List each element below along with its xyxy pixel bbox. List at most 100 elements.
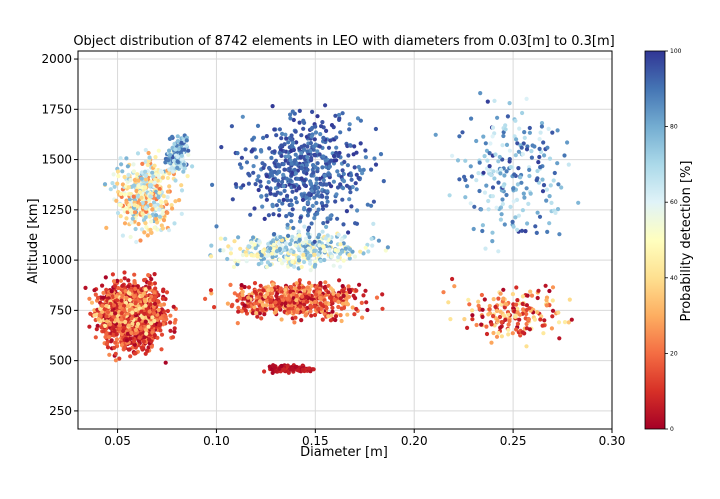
- data-point: [112, 184, 117, 189]
- data-point: [101, 290, 106, 295]
- data-point: [479, 322, 484, 327]
- data-point: [474, 178, 479, 183]
- data-point: [258, 179, 263, 184]
- data-point: [320, 317, 325, 322]
- data-point: [357, 282, 362, 287]
- data-point: [149, 344, 154, 349]
- y-tick-label: 750: [49, 303, 72, 317]
- data-point: [335, 169, 340, 174]
- chart-title: Object distribution of 8742 elements in …: [73, 34, 614, 49]
- data-point: [356, 175, 361, 181]
- data-point: [313, 299, 318, 304]
- data-point: [314, 181, 319, 186]
- data-point: [345, 301, 350, 306]
- data-point: [296, 229, 301, 234]
- data-point: [168, 320, 173, 325]
- data-point: [487, 303, 492, 309]
- data-point: [347, 247, 353, 252]
- data-point: [133, 226, 138, 232]
- data-point: [358, 118, 363, 123]
- data-point: [322, 257, 327, 263]
- data-point: [522, 135, 527, 140]
- data-point: [323, 280, 328, 285]
- data-point: [179, 183, 184, 188]
- data-point: [246, 285, 252, 290]
- data-point: [297, 108, 302, 113]
- data-point: [294, 293, 299, 298]
- data-point: [316, 252, 321, 257]
- data-point: [291, 140, 296, 146]
- data-point: [496, 330, 501, 336]
- data-point: [111, 314, 116, 319]
- data-point: [323, 236, 328, 241]
- data-point: [380, 292, 385, 297]
- data-point: [482, 190, 488, 195]
- data-point: [210, 182, 215, 187]
- plot-area: [77, 50, 613, 430]
- data-point: [184, 138, 189, 143]
- data-point: [274, 203, 279, 208]
- data-point: [107, 335, 112, 340]
- data-point: [373, 162, 379, 167]
- data-point: [203, 296, 208, 301]
- data-point: [290, 189, 295, 194]
- data-point: [317, 243, 322, 248]
- data-point: [139, 227, 145, 232]
- data-point: [256, 174, 261, 179]
- data-point: [549, 200, 554, 205]
- data-point: [484, 331, 490, 337]
- data-point: [111, 279, 117, 284]
- data-point: [252, 242, 257, 247]
- data-point: [532, 317, 538, 322]
- data-point: [228, 251, 233, 256]
- data-point: [324, 306, 329, 311]
- data-point: [341, 289, 346, 294]
- data-point: [300, 197, 306, 202]
- data-point: [296, 258, 302, 263]
- data-point: [537, 214, 543, 219]
- data-point: [118, 156, 123, 161]
- data-point: [105, 345, 111, 350]
- colorbar-tick-label: 20: [670, 350, 678, 357]
- data-point: [281, 172, 286, 177]
- data-point: [498, 217, 503, 222]
- data-point: [487, 164, 492, 169]
- data-point: [314, 193, 320, 198]
- data-point: [347, 197, 352, 202]
- data-point: [500, 197, 505, 202]
- data-point: [146, 159, 151, 164]
- data-point: [165, 189, 171, 194]
- data-point: [257, 299, 263, 304]
- data-point: [250, 137, 255, 142]
- data-point: [287, 310, 292, 315]
- data-point: [330, 309, 335, 314]
- data-point: [477, 160, 482, 165]
- data-point: [347, 122, 352, 127]
- data-point: [527, 327, 533, 332]
- data-point: [283, 287, 288, 293]
- data-point: [265, 260, 270, 265]
- data-point: [364, 300, 369, 305]
- data-point: [516, 166, 521, 171]
- data-point: [142, 278, 147, 283]
- data-point: [127, 347, 132, 352]
- data-point: [486, 198, 491, 204]
- data-point: [288, 242, 293, 247]
- data-point: [115, 317, 121, 323]
- data-point: [297, 278, 302, 283]
- data-point: [318, 280, 323, 286]
- data-point: [520, 301, 525, 306]
- data-point: [240, 292, 245, 298]
- data-point: [128, 178, 133, 183]
- data-point: [209, 254, 214, 259]
- data-point: [551, 178, 556, 183]
- data-point: [325, 199, 330, 204]
- data-point: [169, 203, 174, 208]
- data-point: [317, 232, 322, 237]
- data-point: [166, 158, 171, 163]
- data-point: [253, 182, 258, 187]
- data-point: [510, 219, 515, 224]
- data-point: [134, 188, 139, 194]
- data-point: [266, 241, 271, 247]
